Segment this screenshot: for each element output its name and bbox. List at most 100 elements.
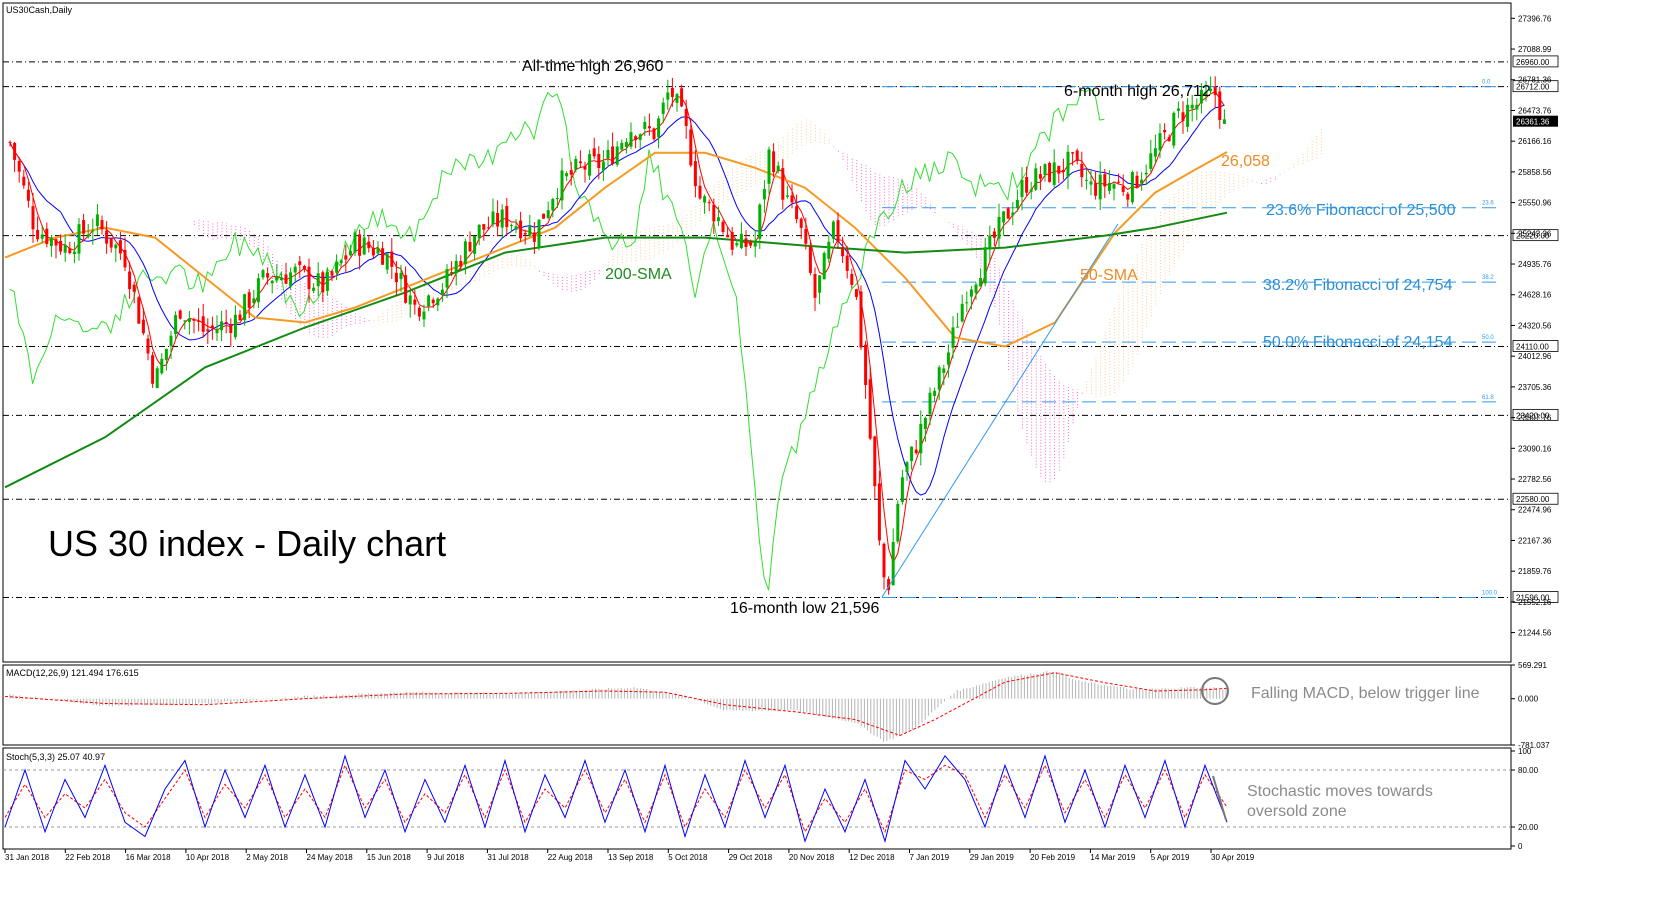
price-tick-label: 27396.76 (1518, 14, 1552, 23)
candle-body (339, 260, 343, 264)
price-tick-label: 21244.56 (1518, 629, 1552, 638)
price-tick-label: 25858.56 (1518, 168, 1552, 177)
candle-body (767, 149, 771, 184)
candle-body (776, 165, 780, 172)
candle-body (68, 248, 72, 254)
fib-level-label: 61.8 (1482, 395, 1494, 401)
candle-body (1048, 163, 1052, 182)
candle-body (1117, 181, 1121, 183)
candle-body (910, 446, 914, 462)
candle-body (652, 128, 656, 140)
candle-body (1038, 174, 1042, 179)
time-tick-label: 9 Jul 2018 (427, 853, 464, 862)
candle-body (91, 230, 95, 232)
candle-body (54, 239, 58, 246)
candle-body (1043, 164, 1047, 176)
time-tick-label: 7 Jan 2019 (910, 853, 950, 862)
candle-body (1130, 172, 1134, 203)
candle-body (1084, 179, 1088, 181)
candle-body (123, 249, 127, 268)
candle-body (137, 297, 141, 324)
candle-body (8, 142, 12, 144)
candle-body (818, 275, 822, 293)
candle-body (436, 298, 440, 306)
macd-signal-line (4, 672, 1228, 737)
candle-body (707, 202, 711, 204)
time-tick-label: 16 Mar 2018 (126, 853, 171, 862)
sma50-label: 50-SMA (1080, 267, 1138, 284)
candle-body (1052, 162, 1056, 185)
candle-body (367, 241, 371, 249)
price-tick-label: 21859.76 (1518, 567, 1552, 576)
time-tick-label: 14 Mar 2019 (1090, 853, 1135, 862)
ath-label: All-time high 26,960 (522, 58, 664, 75)
stoch-annotation-line2: oversold zone (1247, 803, 1347, 820)
candle-body (151, 355, 155, 384)
candle-body (224, 322, 228, 324)
price-tick-label: 27088.99 (1518, 45, 1552, 54)
fib382-label: 38.2% Fibonacci of 24,754 (1263, 277, 1453, 294)
price-tick-label: 24320.56 (1518, 321, 1552, 330)
time-tick-label: 22 Feb 2018 (65, 853, 110, 862)
candle-body (344, 255, 348, 260)
candle-body (1034, 168, 1038, 190)
candle-body (72, 251, 76, 255)
candle-body (905, 462, 909, 473)
price-tick-label: 26473.76 (1518, 106, 1552, 115)
candle-body (229, 324, 233, 333)
candle-body (59, 240, 63, 252)
candle-body (509, 224, 513, 226)
candle-body (417, 307, 421, 317)
price-tick-label: 22167.36 (1518, 536, 1552, 545)
candle-body (1006, 208, 1010, 219)
candle-body (132, 284, 136, 292)
candle-body (969, 289, 973, 297)
fib-level-label: 0.0 (1482, 80, 1491, 86)
sma200-label: 200-SMA (605, 266, 672, 283)
candle-body (496, 212, 500, 227)
candle-body (477, 224, 481, 239)
candle-body (1213, 87, 1217, 96)
candle-body (256, 278, 260, 303)
candle-body (933, 390, 937, 396)
candle-body (390, 251, 394, 267)
candle-body (427, 295, 431, 307)
candle-body (992, 231, 996, 238)
candle-body (1163, 129, 1167, 133)
macd-title: MACD(12,26,9) 121.494 176.615 (6, 668, 139, 678)
candle-body (500, 209, 504, 228)
stochastic-indicator: 100 80.00 20.00 0 (3, 747, 1539, 851)
candle-body (284, 274, 288, 284)
candle-body (404, 275, 408, 303)
candle-body (675, 94, 679, 103)
macd-tick-label: 569.291 (1518, 661, 1547, 670)
candle-body (261, 270, 265, 278)
candle-body (988, 235, 992, 249)
candle-body (537, 219, 541, 248)
chikou-span-line (9, 88, 1105, 591)
candle-body (63, 244, 67, 253)
candle-body (657, 118, 661, 138)
candle-body (735, 243, 739, 246)
candle-body (597, 153, 601, 169)
candle-body (371, 247, 375, 256)
time-tick-label: 5 Oct 2018 (668, 853, 708, 862)
candle-body (813, 274, 817, 298)
key-level-label: 26712.00 (1516, 83, 1550, 92)
candle-body (1098, 174, 1102, 200)
key-level-label: 24110.00 (1516, 342, 1549, 351)
time-tick-label: 2 May 2018 (246, 853, 288, 862)
candle-body (611, 146, 615, 164)
candle-body (634, 136, 638, 141)
candle-body (979, 277, 983, 287)
candle-body (956, 326, 960, 328)
candle-body (385, 253, 389, 270)
candle-body (1222, 119, 1226, 124)
candle-body (1025, 177, 1029, 193)
candle-body (197, 320, 201, 322)
candle-body (638, 134, 642, 140)
candle-body (1149, 153, 1153, 169)
candle-body (923, 417, 927, 430)
stoch-tick-label: 0 (1518, 842, 1523, 851)
